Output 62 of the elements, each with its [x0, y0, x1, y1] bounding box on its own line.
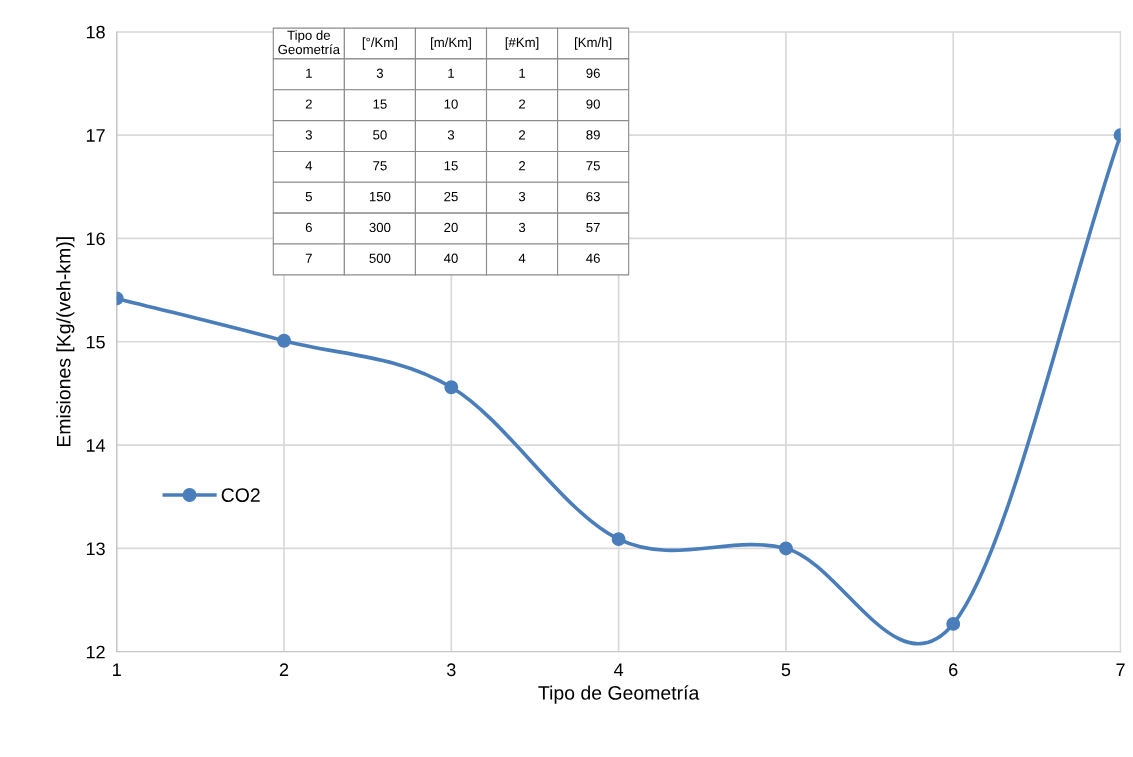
point	[946, 616, 961, 631]
annotation: 89	[586, 130, 600, 140]
annotation: 6	[305, 222, 312, 233]
annotation: [°/Km]	[362, 37, 397, 50]
annotation: 300	[369, 222, 391, 233]
annotation: 4	[305, 161, 313, 171]
legend-label: CO2	[221, 488, 260, 502]
y-axis-title: Emisiones [Kg/(veh-km)]	[56, 237, 75, 447]
annotation: 5	[305, 192, 312, 202]
annotation: 3	[376, 68, 383, 78]
annotation: 90	[586, 99, 600, 109]
annotation: 25	[444, 191, 458, 202]
annotation: 3	[518, 191, 526, 202]
annotation: 500	[369, 253, 391, 263]
annotation: 46	[586, 253, 600, 263]
x-tick-label: 7	[1116, 663, 1125, 676]
point	[444, 380, 459, 395]
annotation: 20	[444, 222, 458, 233]
x-tick-label: 2	[279, 663, 289, 676]
x-tick-label: 3	[446, 663, 456, 677]
annotation: 7	[305, 253, 312, 263]
annotation: 63	[586, 191, 600, 202]
annotation: 96	[586, 68, 600, 78]
annotation: 3	[305, 130, 312, 140]
annotation: 50	[373, 130, 387, 140]
annotation: 3	[447, 130, 455, 140]
annotation: [#Km]	[505, 37, 539, 50]
annotation: 3	[518, 222, 526, 233]
y-tick-label: 14	[86, 439, 106, 452]
x-tick-label: 1	[113, 663, 121, 676]
annotation: [Km/h]	[575, 37, 612, 50]
x-axis-title: Tipo de Geometría	[538, 685, 700, 704]
point	[611, 532, 626, 547]
annotation: [m/Km]	[431, 37, 471, 50]
annotation: 75	[373, 161, 387, 171]
annotation: 15	[373, 99, 387, 109]
annotation: 1	[306, 68, 312, 78]
y-tick-label: 18	[86, 25, 105, 39]
y-tick-label: 15	[86, 335, 105, 349]
annotation: Tipo de Geometría	[278, 30, 340, 55]
annotation: 2	[519, 161, 526, 171]
y-tick-label: 16	[86, 232, 105, 246]
annotation: 1	[519, 68, 526, 78]
annotation: 2	[305, 99, 312, 109]
x-tick-label: 4	[614, 663, 624, 676]
x-tick-label: 6	[949, 663, 958, 677]
annotation: 75	[586, 161, 600, 171]
annotation: 57	[586, 222, 600, 233]
annotation: 1	[448, 68, 454, 78]
y-tick-label: 12	[86, 645, 105, 659]
point	[778, 541, 793, 556]
annotation: 2	[519, 99, 526, 109]
point	[277, 333, 291, 348]
annotation: 10	[444, 99, 458, 109]
y-tick-label: 13	[86, 542, 105, 556]
annotation: 4	[518, 253, 526, 263]
annotation: 40	[443, 253, 458, 263]
y-tick-label: 17	[86, 129, 105, 142]
annotation: 2	[519, 130, 526, 140]
annotation: 15	[444, 161, 458, 171]
annotation: 150	[369, 191, 391, 202]
x-tick-label: 5	[781, 663, 791, 677]
